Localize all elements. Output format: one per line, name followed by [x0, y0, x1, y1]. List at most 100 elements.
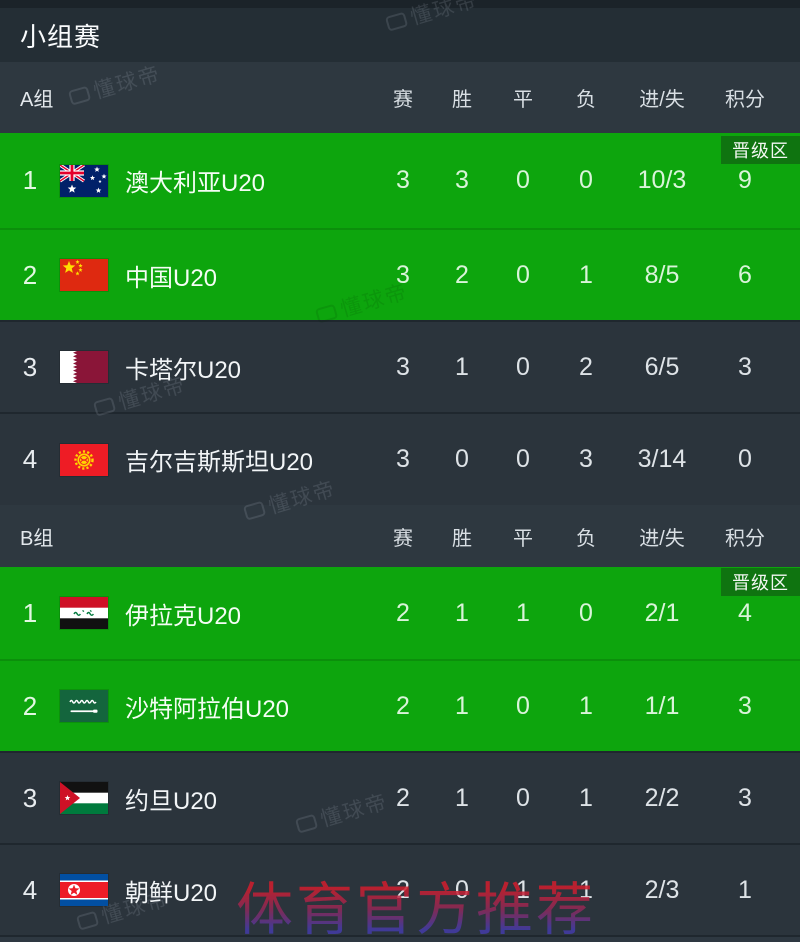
stat-goals: 2/2 — [644, 783, 680, 812]
jordan-flag-icon — [60, 782, 108, 814]
column-losses: 负 — [576, 527, 596, 550]
stat-draws: 0 — [516, 260, 530, 289]
column-draws: 平 — [513, 89, 533, 111]
rank-number: 2 — [22, 259, 38, 290]
table-row-china[interactable]: 2 中国U20 3 2 0 1 8/5 6 — [0, 228, 800, 320]
stat-draws: 0 — [516, 166, 530, 194]
stat-wins: 3 — [455, 166, 469, 194]
column-points: 积分 — [725, 89, 765, 111]
stat-points: 1 — [738, 875, 752, 904]
rank-number: 4 — [22, 874, 38, 905]
column-points: 积分 — [725, 527, 765, 550]
stat-losses: 0 — [579, 166, 593, 194]
iraq-flag-icon — [60, 597, 108, 629]
qatar-flag-icon — [60, 351, 108, 383]
china-flag-icon — [60, 259, 108, 291]
stat-goals: 2/3 — [644, 875, 680, 904]
column-played: 赛 — [393, 527, 413, 550]
rank-number: 1 — [22, 165, 38, 195]
team-name: 卡塔尔U20 — [125, 356, 242, 384]
stat-played: 3 — [396, 260, 410, 289]
stat-wins: 1 — [455, 352, 469, 381]
rank-number: 4 — [22, 444, 38, 474]
stat-points: 6 — [738, 260, 752, 289]
stat-played: 2 — [396, 875, 410, 904]
stat-played: 2 — [396, 691, 410, 720]
stat-losses: 0 — [579, 598, 593, 627]
team-name: 吉尔吉斯斯坦U20 — [125, 449, 314, 476]
stat-goals: 1/1 — [644, 691, 680, 720]
table-row-jordan[interactable]: 3 约旦U20 2 1 0 1 2/2 3 — [0, 751, 800, 843]
team-name: 约旦U20 — [125, 787, 218, 815]
column-played: 赛 — [393, 89, 413, 111]
stat-draws: 1 — [516, 875, 530, 904]
column-wins: 胜 — [452, 89, 472, 111]
team-name: 伊拉克U20 — [125, 602, 242, 630]
table-row-kyrgyzstan[interactable]: 4 吉尔吉斯斯坦U20 3 0 0 3 3/14 0 — [0, 412, 800, 505]
stat-points: 3 — [738, 352, 752, 381]
stat-points: 3 — [738, 783, 752, 812]
stat-losses: 1 — [579, 875, 593, 904]
column-wins: 胜 — [452, 527, 472, 550]
north-korea-flag-icon — [60, 874, 108, 906]
rank-number: 1 — [22, 597, 38, 628]
stat-goals: 6/5 — [644, 352, 680, 381]
rank-number: 2 — [22, 690, 38, 721]
table-row-qatar[interactable]: 3 卡塔尔U20 3 1 0 2 6/5 3 — [0, 320, 800, 412]
stat-played: 3 — [396, 166, 410, 194]
status-strip — [0, 0, 800, 8]
stat-losses: 1 — [579, 783, 593, 812]
stat-losses: 3 — [579, 445, 593, 473]
team-name: 中国U20 — [125, 264, 218, 292]
saudi-arabia-flag-icon — [60, 690, 108, 722]
stat-wins: 2 — [455, 260, 469, 289]
table-row-saudi-arabia[interactable]: 2 沙特阿拉伯U20 2 1 0 1 1/1 3 — [0, 659, 800, 751]
stat-draws: 1 — [516, 598, 530, 627]
stat-wins: 1 — [455, 783, 469, 812]
stat-wins: 0 — [455, 875, 469, 904]
stat-played: 3 — [396, 445, 410, 473]
table-row-north-korea[interactable]: 4 朝鲜U20 2 0 1 1 2/3 1 — [0, 843, 800, 935]
stat-goals: 3/14 — [637, 445, 687, 473]
stat-points: 9 — [738, 166, 752, 194]
stat-points: 4 — [738, 598, 752, 627]
stat-played: 2 — [396, 783, 410, 812]
group-b-label: B组 — [20, 527, 54, 550]
stat-goals: 8/5 — [644, 260, 680, 289]
stat-wins: 0 — [455, 445, 469, 473]
rank-number: 3 — [22, 782, 38, 813]
group-b-header: B组 赛 胜 平 负 进/失 积分 — [0, 505, 800, 567]
table-row-iraq[interactable]: 晋级区 1 伊拉克U20 2 1 1 0 2/1 4 — [0, 567, 800, 659]
stat-draws: 0 — [516, 783, 530, 812]
group-a-label: A组 — [20, 89, 54, 111]
bottom-strip — [0, 935, 800, 942]
team-name: 澳大利亚U20 — [125, 170, 266, 197]
stat-points: 0 — [738, 445, 752, 473]
stat-losses: 1 — [579, 260, 593, 289]
stat-draws: 0 — [516, 352, 530, 381]
stat-goals: 2/1 — [644, 598, 680, 627]
stat-played: 3 — [396, 352, 410, 381]
promotion-zone-badge: 晋级区 — [721, 568, 800, 596]
table-row-australia[interactable]: 晋级区 1 澳大利亚U20 3 3 0 0 10/3 9 — [0, 133, 800, 228]
column-goals: 进/失 — [639, 89, 685, 111]
stat-points: 3 — [738, 691, 752, 720]
column-draws: 平 — [513, 527, 533, 550]
team-name: 沙特阿拉伯U20 — [125, 695, 290, 723]
group-a-header: A组 赛 胜 平 负 进/失 积分 — [0, 62, 800, 133]
stat-goals: 10/3 — [637, 166, 687, 194]
team-name: 朝鲜U20 — [125, 879, 218, 907]
stat-draws: 0 — [516, 445, 530, 473]
stat-losses: 1 — [579, 691, 593, 720]
stat-draws: 0 — [516, 691, 530, 720]
stat-wins: 1 — [455, 691, 469, 720]
column-goals: 进/失 — [639, 527, 685, 550]
kyrgyzstan-flag-icon — [60, 443, 108, 476]
section-titlebar: 小组赛 — [0, 8, 800, 62]
rank-number: 3 — [22, 351, 38, 382]
page-title: 小组赛 — [20, 21, 102, 52]
column-losses: 负 — [576, 89, 596, 111]
promotion-zone-badge: 晋级区 — [721, 136, 800, 164]
australia-flag-icon — [60, 164, 108, 197]
stat-losses: 2 — [579, 352, 593, 381]
